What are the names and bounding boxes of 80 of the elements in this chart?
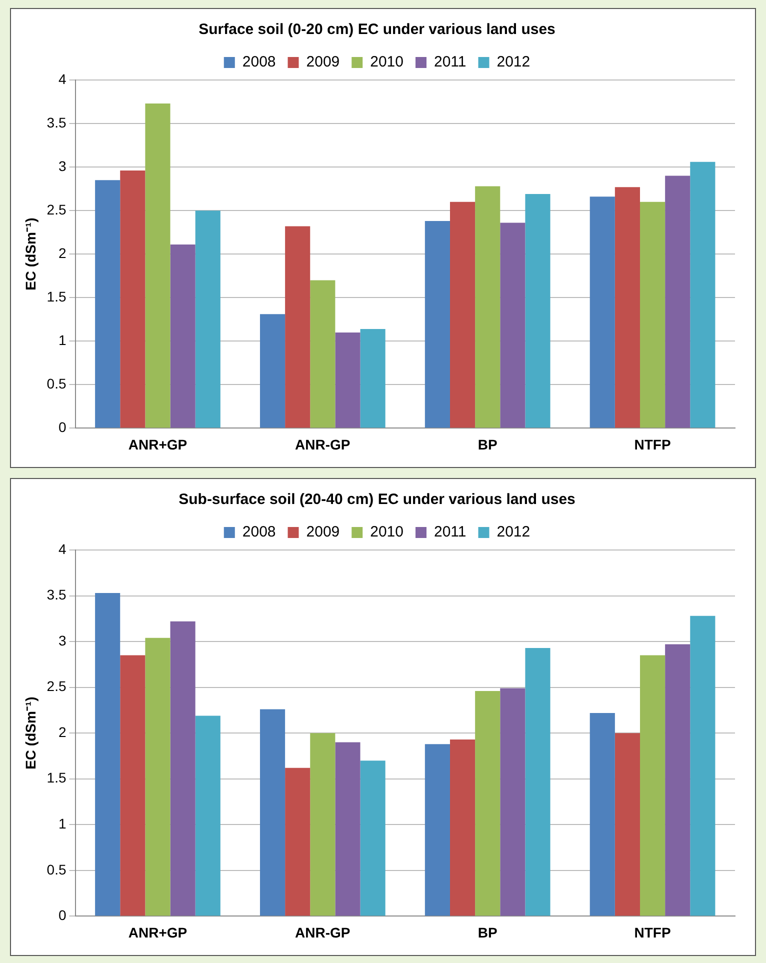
bar <box>500 222 526 428</box>
y-tick-label: 3 <box>58 158 66 174</box>
bar <box>95 180 120 428</box>
bar <box>310 280 336 428</box>
y-tick-label: 1.5 <box>46 288 66 304</box>
legend-label: 2010 <box>370 54 404 71</box>
bar <box>335 742 360 916</box>
bar <box>665 644 690 916</box>
y-tick-label: 0.5 <box>46 861 66 878</box>
bar <box>590 196 615 428</box>
x-tick-label: BP <box>478 924 498 940</box>
bar <box>614 733 640 916</box>
y-tick-label: 3.5 <box>46 114 66 130</box>
bar <box>260 709 286 916</box>
bar <box>450 202 476 428</box>
bar <box>450 740 476 916</box>
legend-label: 2009 <box>306 524 340 541</box>
y-tick-label: 1 <box>58 332 66 348</box>
y-tick-label: 2.5 <box>46 201 66 218</box>
chart-title: Surface soil (0-20 cm) EC under various land uses <box>198 21 556 38</box>
x-tick-label: ANR+GP <box>128 924 188 940</box>
y-tick-label: 2 <box>58 244 66 261</box>
bar <box>665 176 690 428</box>
bar <box>95 593 120 916</box>
bar <box>640 655 666 916</box>
bar <box>145 638 170 916</box>
legend-label: 2012 <box>496 524 530 541</box>
y-tick-label: 0.5 <box>46 376 66 392</box>
legend-label: 2008 <box>242 54 276 71</box>
x-tick-label: NTFP <box>634 924 671 940</box>
y-tick-label: 0 <box>58 419 66 436</box>
chart-title: Sub-surface soil (20-40 cm) EC under various land uses <box>178 491 576 508</box>
y-tick-label: 2 <box>58 724 66 740</box>
x-tick-label: ANR-GP <box>295 436 350 452</box>
bar <box>120 655 146 916</box>
y-tick-label: 3.5 <box>46 586 66 603</box>
legend-label: 2008 <box>242 524 276 541</box>
bar <box>640 202 666 428</box>
bar <box>285 768 310 916</box>
bar <box>690 616 716 916</box>
bar <box>360 760 386 916</box>
bar <box>260 314 286 428</box>
x-tick-label: ANR+GP <box>128 436 188 452</box>
bar <box>590 712 615 916</box>
bar <box>614 187 640 428</box>
bar <box>475 690 500 916</box>
bar <box>424 744 450 916</box>
legend-label: 2011 <box>434 524 466 541</box>
bar <box>525 194 550 428</box>
x-tick-label: BP <box>478 436 498 452</box>
y-tick-label: 2.5 <box>46 678 66 694</box>
bar <box>120 170 146 428</box>
y-tick-label: 4 <box>58 70 66 87</box>
y-tick-label: 1.5 <box>46 770 66 786</box>
bar <box>195 210 220 428</box>
legend-label: 2009 <box>306 54 340 71</box>
bar <box>195 716 220 916</box>
bar <box>170 244 196 428</box>
bar <box>500 688 526 916</box>
bar <box>285 226 310 428</box>
y-axis-title: EC (dSm⁻¹) <box>22 218 38 290</box>
y-tick-label: 3 <box>58 632 66 648</box>
bar <box>145 104 170 428</box>
legend-label: 2010 <box>370 524 404 541</box>
bar <box>525 648 550 916</box>
bar <box>424 221 450 428</box>
x-tick-label: NTFP <box>634 436 671 452</box>
y-tick-label: 0 <box>58 907 66 924</box>
bar <box>690 162 716 428</box>
bar <box>170 621 196 916</box>
bar <box>475 186 500 428</box>
x-tick-label: ANR-GP <box>295 924 350 940</box>
bar <box>310 733 336 916</box>
legend-label: 2012 <box>496 54 530 71</box>
y-tick-label: 4 <box>58 540 66 557</box>
y-tick-label: 1 <box>58 816 66 832</box>
bar <box>360 328 386 428</box>
legend-label: 2011 <box>434 54 466 71</box>
y-axis-title: EC (dSm⁻¹) <box>22 696 38 770</box>
bar <box>335 332 360 428</box>
